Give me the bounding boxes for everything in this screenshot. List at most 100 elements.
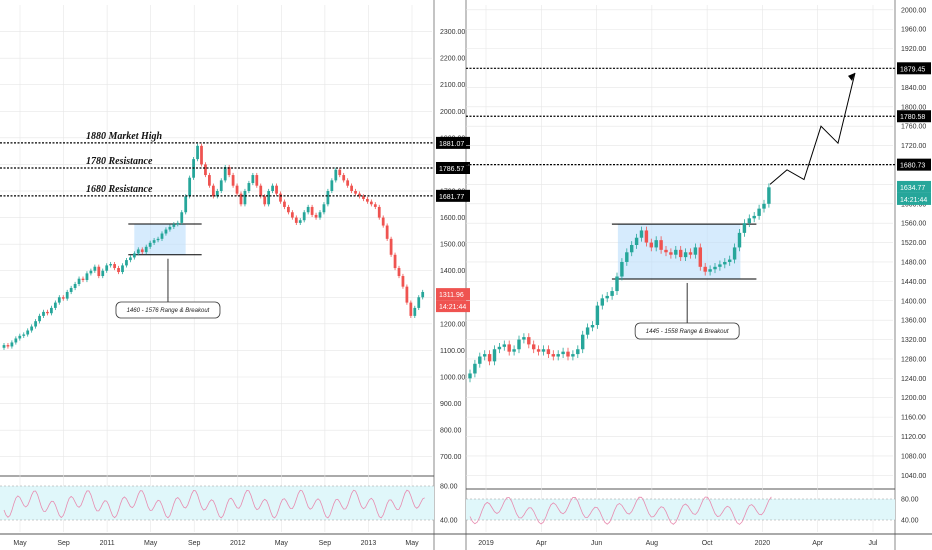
candle-body xyxy=(283,201,286,207)
candle-body xyxy=(512,349,516,352)
last-price-text: 1634.77 xyxy=(900,185,925,192)
candle-body xyxy=(136,249,140,254)
y-tick-label: 2200.00 xyxy=(440,56,465,63)
candle-body xyxy=(546,349,551,355)
candle-body xyxy=(81,278,85,281)
candle-body xyxy=(294,217,298,223)
candle-body xyxy=(251,175,255,184)
candle-body xyxy=(389,238,393,255)
candle-body xyxy=(600,298,605,306)
candle-body xyxy=(369,201,373,205)
y-tick-label: 1200.00 xyxy=(440,321,465,328)
candle-body xyxy=(732,247,737,260)
candle-body xyxy=(53,302,57,308)
candle-body xyxy=(385,225,389,239)
candle-body xyxy=(338,169,342,176)
candle-body xyxy=(405,286,409,303)
candle-body xyxy=(10,342,14,347)
rsi-tick-label: 80.00 xyxy=(901,497,919,504)
candle-body xyxy=(762,203,766,209)
candle-body xyxy=(401,276,405,287)
y-tick-label: 1320.00 xyxy=(901,337,926,344)
candle-body xyxy=(561,351,565,355)
rsi-tick-label: 40.00 xyxy=(901,518,919,525)
candle-body xyxy=(718,264,722,267)
y-tick-label: 2100.00 xyxy=(440,82,465,89)
range-callout-text: 1460 - 1576 Range & Breakout xyxy=(127,308,210,314)
candle-body xyxy=(77,278,81,284)
candle-body xyxy=(492,349,497,362)
candle-body xyxy=(231,175,235,186)
y-tick-label: 1560.00 xyxy=(901,221,926,228)
candle-body xyxy=(2,345,6,348)
x-tick-label: May xyxy=(144,540,158,547)
x-tick-label: Aug xyxy=(646,540,659,547)
candle-body xyxy=(298,220,302,223)
candle-body xyxy=(219,180,223,191)
level-price-text: 1786.57 xyxy=(439,166,464,173)
rsi-line xyxy=(3,489,425,519)
y-tick-label: 800.00 xyxy=(440,428,462,435)
y-tick-label: 1120.00 xyxy=(901,434,926,441)
candle-body xyxy=(310,206,314,215)
candle-body xyxy=(208,175,211,186)
x-tick-label: 2013 xyxy=(361,540,377,547)
right-price-panel: 2000.001960.001920.001880.001840.001800.… xyxy=(466,5,931,547)
last-price-tag xyxy=(436,288,470,301)
candle-body xyxy=(30,326,34,331)
y-tick-label: 1720.00 xyxy=(901,143,926,150)
x-tick-label: 2011 xyxy=(100,540,115,547)
level-price-tag xyxy=(436,161,470,174)
x-tick-label: Sep xyxy=(319,540,332,547)
level-price-tag xyxy=(897,158,931,171)
candle-body xyxy=(517,339,521,350)
candle-body xyxy=(314,214,318,218)
candle-body xyxy=(259,185,263,197)
rsi-tick-label: 80.00 xyxy=(440,484,458,491)
candle-body xyxy=(69,287,73,292)
candle-body xyxy=(73,284,77,288)
level-label: 1680 Resistance xyxy=(86,184,153,195)
level-price-tag xyxy=(436,136,470,149)
candle-body xyxy=(487,354,492,362)
y-tick-label: 1480.00 xyxy=(901,259,926,266)
left-price-panel: 2300.002200.002100.002000.001900.001800.… xyxy=(0,5,470,547)
y-tick-label: 1040.00 xyxy=(901,473,926,480)
candle-body xyxy=(125,260,128,266)
candle-body xyxy=(204,164,207,176)
candle-body xyxy=(674,249,678,255)
y-tick-label: 1920.00 xyxy=(901,46,926,53)
y-tick-label: 1960.00 xyxy=(901,27,926,34)
candle-body xyxy=(267,191,271,205)
candle-body xyxy=(531,344,536,350)
candle-body xyxy=(26,330,30,335)
x-tick-label: Oct xyxy=(702,540,713,547)
candle-body xyxy=(527,337,531,345)
level-price-text: 1680.73 xyxy=(900,163,925,170)
candle-body xyxy=(350,185,353,191)
candle-body xyxy=(18,335,22,339)
x-tick-label: 2019 xyxy=(478,540,494,547)
candle-body xyxy=(742,223,747,233)
candle-body xyxy=(255,175,259,186)
candle-body xyxy=(129,257,132,261)
candle-body xyxy=(605,295,609,299)
candle-body xyxy=(698,247,703,267)
candle-body xyxy=(85,273,89,281)
candle-body xyxy=(683,252,688,258)
candle-body xyxy=(148,242,152,247)
candle-body xyxy=(571,354,575,357)
candle-body xyxy=(747,218,752,224)
candle-body xyxy=(393,254,397,269)
candle-body xyxy=(132,253,136,258)
candle-body xyxy=(654,240,658,248)
x-tick-label: Apr xyxy=(536,540,548,547)
y-tick-label: 1000.00 xyxy=(440,375,465,382)
candle-body xyxy=(409,302,413,316)
candle-body xyxy=(502,344,507,347)
candle-body xyxy=(235,185,239,194)
candle-body xyxy=(659,240,663,250)
countdown-text: 14:21:44 xyxy=(900,197,927,204)
level-price-tag xyxy=(897,62,931,75)
y-tick-label: 1160.00 xyxy=(901,415,926,422)
